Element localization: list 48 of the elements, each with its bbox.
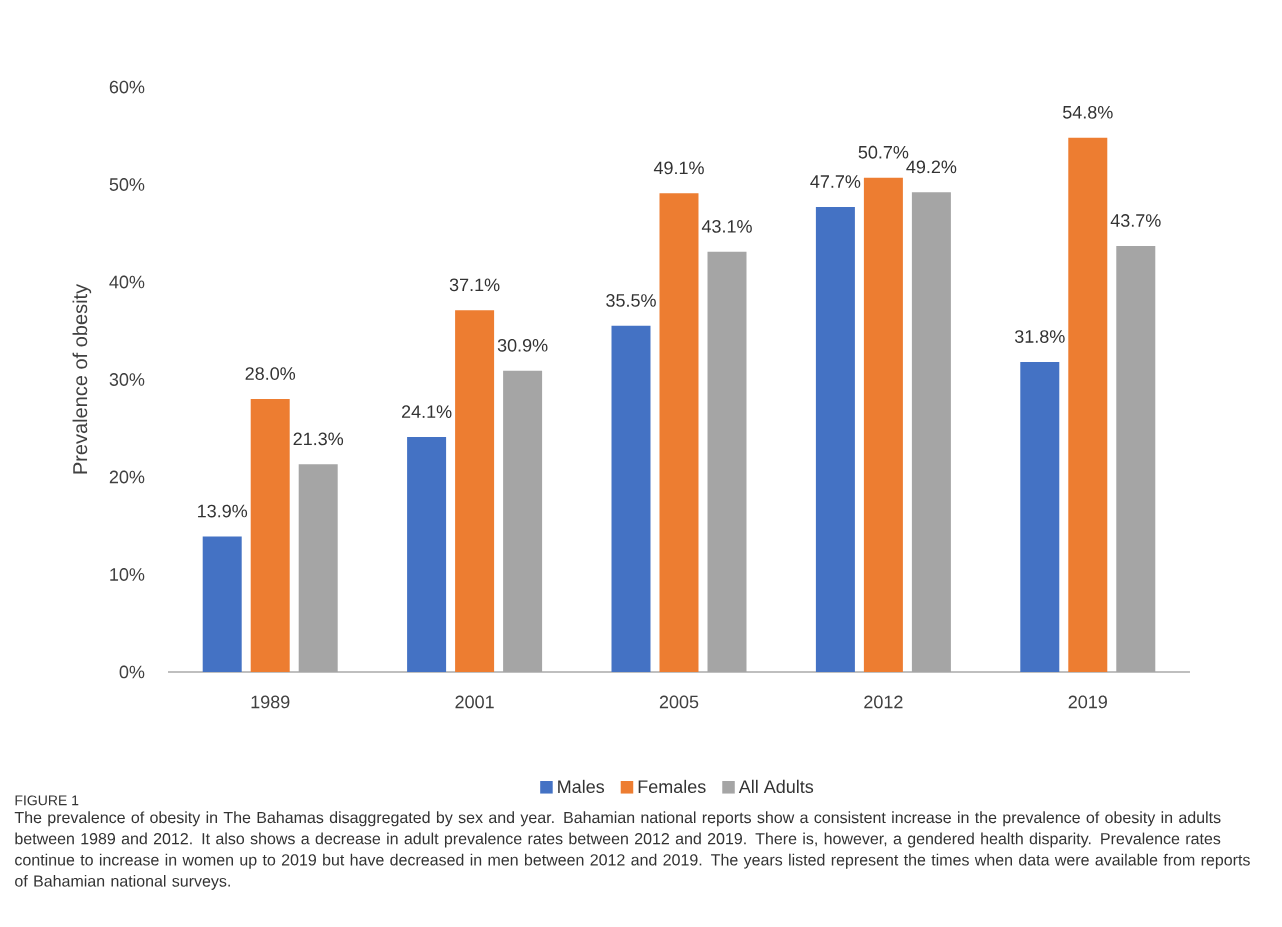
legend-label: All Adults bbox=[738, 779, 814, 794]
bar bbox=[611, 325, 651, 672]
caption: FIGURE 1 bbox=[15, 795, 79, 806]
bar bbox=[707, 251, 747, 672]
y-tick-label: 50% bbox=[109, 178, 145, 191]
x-tick-label: 2019 bbox=[1068, 695, 1107, 709]
bar bbox=[911, 192, 951, 672]
data-label: 54.8% bbox=[1062, 105, 1113, 119]
data-label: 35.5% bbox=[606, 294, 656, 307]
bar bbox=[863, 177, 903, 672]
data-label: 13.9% bbox=[198, 504, 248, 518]
data-label: 49.1% bbox=[653, 161, 704, 175]
bar bbox=[1020, 361, 1060, 672]
data-label: 47.7% bbox=[810, 175, 861, 188]
y-tick-label: 60% bbox=[109, 80, 145, 94]
bar bbox=[815, 206, 855, 672]
data-label: 30.9% bbox=[497, 338, 548, 352]
x-tick-label: 2001 bbox=[455, 695, 494, 709]
data-label: 50.7% bbox=[858, 145, 909, 159]
bar bbox=[407, 437, 447, 672]
y-tick-label: 0% bbox=[119, 665, 145, 679]
text: The prevalence of obesity in The Bahamas disaggregated by sex and year. Bahamian national reports show a consistent increase in the prevalence of obesity in adults between 1989 and 2012. It also shows a decrease in adult prevalence rates between 2012 and 2019. There is, however, a gendered health disparity. Prevalence rates continue to increase in women up to 2019 but have decreased in men between 2012 and 2019. The years listed represent the times when data were available from reports of Bahamian national surveys. bbox=[14, 811, 1250, 890]
bar bbox=[455, 310, 495, 672]
data-label: 43.1% bbox=[701, 219, 752, 233]
data-label: 24.1% bbox=[401, 405, 452, 418]
data-label: 28.0% bbox=[245, 367, 296, 380]
data-label: 21.3% bbox=[293, 432, 344, 446]
bar bbox=[1116, 245, 1156, 672]
bar bbox=[503, 370, 543, 672]
y-axis-title: Prevalence of obesity bbox=[72, 283, 92, 474]
y-tick-label: 40% bbox=[109, 275, 145, 289]
y-tick-label: 30% bbox=[109, 373, 145, 386]
x-tick-label: 2012 bbox=[864, 695, 903, 709]
legend-label: Females bbox=[638, 779, 706, 794]
data-label: 43.7% bbox=[1110, 214, 1161, 227]
bar bbox=[1068, 137, 1108, 672]
data-label: 37.1% bbox=[449, 278, 500, 292]
bar bbox=[659, 193, 699, 672]
legend-label: Males bbox=[558, 779, 605, 794]
bar bbox=[202, 536, 242, 672]
y-tick-label: 10% bbox=[110, 568, 145, 581]
bar bbox=[250, 399, 290, 672]
x-tick-label: 2005 bbox=[659, 695, 699, 709]
data-label: 31.8% bbox=[1014, 330, 1065, 343]
x-tick-label: 1989 bbox=[251, 695, 290, 709]
bar bbox=[298, 464, 338, 672]
y-tick-label: 20% bbox=[109, 470, 145, 484]
data-label: 49.2% bbox=[906, 160, 957, 174]
